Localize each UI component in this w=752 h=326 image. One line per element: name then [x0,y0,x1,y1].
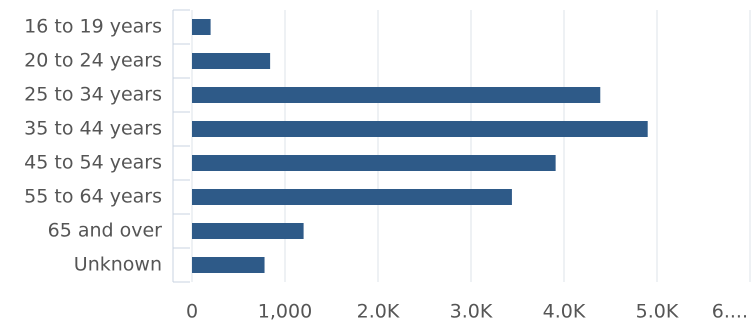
y-tick-label: 45 to 54 years [24,152,162,174]
y-tick-label: 20 to 24 years [24,50,162,72]
bar [192,257,265,273]
bar [192,87,601,103]
x-tick-label: 3.0K [450,301,493,323]
y-tick-label: 16 to 19 years [24,16,162,38]
bar [192,19,211,35]
y-tick-label: 55 to 64 years [24,186,162,208]
x-tick-label: 1,000 [258,301,312,323]
x-tick-label: 0 [186,301,198,323]
bar [192,121,648,137]
x-tick-label: 6.... [712,301,748,323]
bar [192,155,556,171]
bar [192,189,512,205]
x-tick-label: 4.0K [543,301,586,323]
bar [192,53,271,69]
y-tick-label: Unknown [74,254,162,276]
x-tick-label: 5.0K [636,301,679,323]
bar [192,223,304,239]
y-tick-label: 35 to 44 years [24,118,162,140]
y-tick-label: 25 to 34 years [24,84,162,106]
x-tick-label: 2.0K [357,301,400,323]
y-tick-label: 65 and over [48,220,163,242]
